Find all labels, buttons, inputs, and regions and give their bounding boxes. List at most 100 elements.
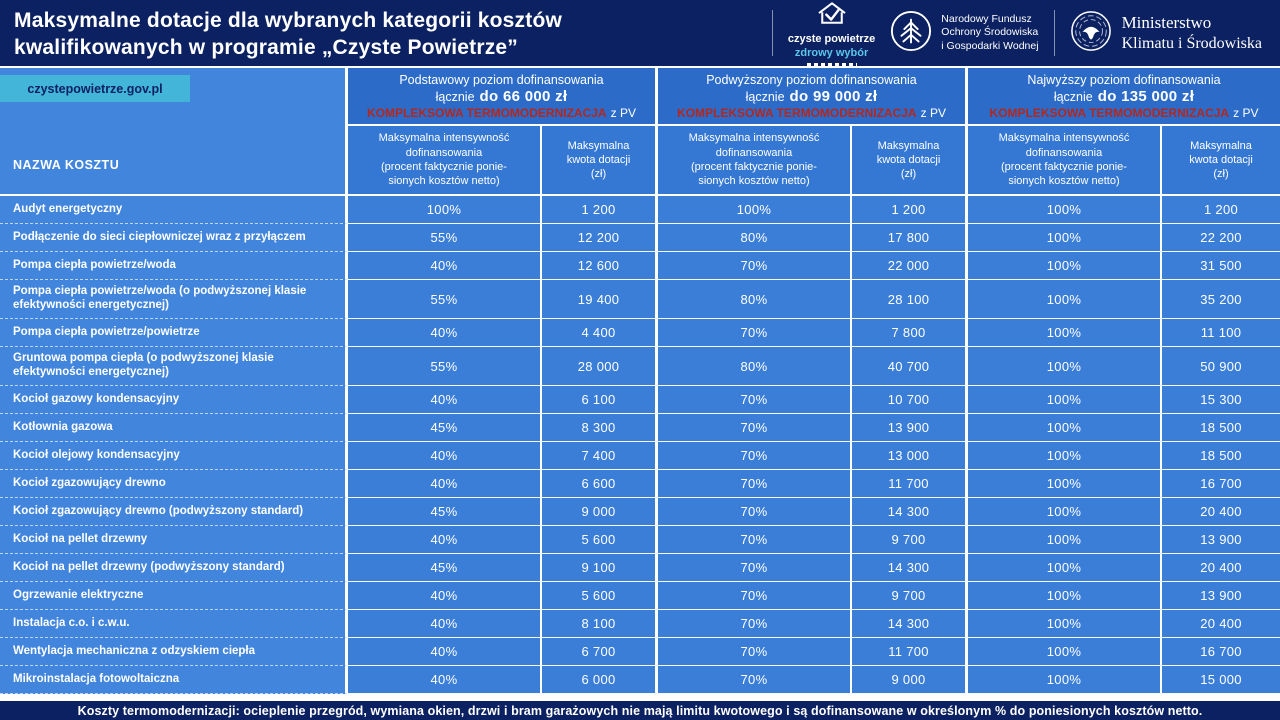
basic-intensity-value: 40% bbox=[348, 526, 542, 554]
cost-row-label: Gruntowa pompa ciepła (o podwyższonej kl… bbox=[0, 347, 348, 386]
footer-note-text: Koszty termomodernizacji: ocieplenie prz… bbox=[77, 703, 1203, 718]
tree-emblem-icon bbox=[890, 10, 932, 57]
page-title-line1: Maksymalne dotacje dla wybranych kategor… bbox=[14, 8, 563, 32]
raised-amount-value: 9 700 bbox=[852, 526, 968, 554]
highest-amount-value: 1 200 bbox=[1162, 196, 1280, 224]
raised-intensity-value: 70% bbox=[658, 638, 852, 666]
nfosigw-logo-text: Narodowy Fundusz Ochrony Środowiska i Go… bbox=[941, 13, 1038, 54]
funding-level-komplex: KOMPLEKSOWA TERMOMODERNIZACJA z PV bbox=[677, 106, 946, 120]
basic-amount-value: 4 400 bbox=[542, 319, 658, 347]
highest-amount-value: 15 300 bbox=[1162, 386, 1280, 414]
funding-level-komplex: KOMPLEKSOWA TERMOMODERNIZACJA z PV bbox=[990, 106, 1259, 120]
highest-intensity-value: 100% bbox=[968, 252, 1162, 280]
cost-row-label: Kocioł gazowy kondensacyjny bbox=[0, 386, 348, 414]
header-divider bbox=[771, 10, 773, 56]
basic-intensity-value: 45% bbox=[348, 498, 542, 526]
header-divider bbox=[1053, 10, 1055, 56]
komplex-label: KOMPLEKSOWA TERMOMODERNIZACJA bbox=[989, 105, 1230, 120]
footer-note-bar: Koszty termomodernizacji: ocieplenie prz… bbox=[0, 701, 1280, 720]
highest-amount-value: 11 100 bbox=[1162, 319, 1280, 347]
highest-amount-value: 31 500 bbox=[1162, 252, 1280, 280]
basic-intensity-value: 55% bbox=[348, 280, 542, 319]
basic-amount-value: 8 100 bbox=[542, 610, 658, 638]
basic-intensity-value: 40% bbox=[348, 610, 542, 638]
logo-dashes-decoration bbox=[806, 62, 857, 66]
highest-intensity-value: 100% bbox=[968, 666, 1162, 694]
komplex-suffix: z PV bbox=[610, 105, 636, 120]
basic-amount-value: 28 000 bbox=[542, 347, 658, 386]
basic-intensity-value: 40% bbox=[348, 442, 542, 470]
highest-amount-value: 13 900 bbox=[1162, 526, 1280, 554]
funding-level-total: łącznie do 135 000 zł bbox=[1054, 88, 1194, 105]
highest-intensity-value: 100% bbox=[968, 498, 1162, 526]
ministry-logo: Ministerstwo Klimatu i Środowiska bbox=[1070, 10, 1262, 57]
raised-amount-value: 17 800 bbox=[852, 224, 968, 252]
raised-amount-value: 14 300 bbox=[852, 498, 968, 526]
raised-amount-value: 13 000 bbox=[852, 442, 968, 470]
raised-intensity-value: 70% bbox=[658, 666, 852, 694]
basic-amount-value: 6 000 bbox=[542, 666, 658, 694]
basic-intensity-value: 100% bbox=[348, 196, 542, 224]
highest-intensity-value: 100% bbox=[968, 582, 1162, 610]
basic-amount-value: 7 400 bbox=[542, 442, 658, 470]
ministry-line1: Ministerstwo bbox=[1121, 13, 1212, 33]
nfosigw-line3: i Gospodarki Wodnej bbox=[941, 39, 1039, 52]
basic-intensity-value: 40% bbox=[348, 582, 542, 610]
raised-intensity-value: 70% bbox=[658, 610, 852, 638]
basic-amount-value: 6 700 bbox=[542, 638, 658, 666]
subheader-intensity-basic: Maksymalna intensywność dofinansowania (… bbox=[348, 126, 542, 196]
cost-row-label: Kocioł na pellet drzewny bbox=[0, 526, 348, 554]
cost-row-label: Mikroinstalacja fotowoltaiczna bbox=[0, 666, 348, 694]
highest-amount-value: 50 900 bbox=[1162, 347, 1280, 386]
raised-amount-value: 22 000 bbox=[852, 252, 968, 280]
highest-intensity-value: 100% bbox=[968, 610, 1162, 638]
raised-intensity-value: 80% bbox=[658, 347, 852, 386]
raised-amount-value: 14 300 bbox=[852, 554, 968, 582]
raised-intensity-value: 70% bbox=[658, 386, 852, 414]
highest-amount-value: 20 400 bbox=[1162, 554, 1280, 582]
basic-intensity-value: 40% bbox=[348, 319, 542, 347]
funding-level-komplex: KOMPLEKSOWA TERMOMODERNIZACJA z PV bbox=[367, 106, 636, 120]
house-check-icon bbox=[811, 0, 853, 31]
subheader-intensity-highest: Maksymalna intensywność dofinansowania (… bbox=[968, 126, 1162, 196]
cost-row-label: Instalacja c.o. i c.w.u. bbox=[0, 610, 348, 638]
header-bar: Maksymalne dotacje dla wybranych kategor… bbox=[0, 0, 1280, 66]
highest-intensity-value: 100% bbox=[968, 638, 1162, 666]
raised-amount-value: 11 700 bbox=[852, 470, 968, 498]
highest-intensity-value: 100% bbox=[968, 554, 1162, 582]
komplex-suffix: z PV bbox=[1233, 105, 1259, 120]
basic-intensity-value: 45% bbox=[348, 414, 542, 442]
basic-intensity-value: 40% bbox=[348, 666, 542, 694]
nfosigw-logo: Narodowy Fundusz Ochrony Środowiska i Go… bbox=[890, 10, 1039, 57]
basic-amount-value: 5 600 bbox=[542, 526, 658, 554]
raised-amount-value: 9 700 bbox=[852, 582, 968, 610]
highest-amount-value: 18 500 bbox=[1162, 442, 1280, 470]
highest-intensity-value: 100% bbox=[968, 442, 1162, 470]
subheader-amount-raised: Maksymalna kwota dotacji (zł) bbox=[852, 126, 968, 196]
basic-amount-value: 9 000 bbox=[542, 498, 658, 526]
highest-amount-value: 18 500 bbox=[1162, 414, 1280, 442]
page-title-line2: kwalifikowanych w programie „Czyste Powi… bbox=[14, 36, 519, 59]
raised-amount-value: 10 700 bbox=[852, 386, 968, 414]
basic-intensity-value: 40% bbox=[348, 470, 542, 498]
cost-row-label: Audyt energetyczny bbox=[0, 196, 348, 224]
raised-amount-value: 11 700 bbox=[852, 638, 968, 666]
raised-intensity-value: 70% bbox=[658, 252, 852, 280]
cost-row-label: Wentylacja mechaniczna z odzyskiem ciepł… bbox=[0, 638, 348, 666]
nfosigw-line2: Ochrony Środowiska bbox=[941, 26, 1039, 39]
highest-intensity-value: 100% bbox=[968, 224, 1162, 252]
cost-row-label: Kocioł olejowy kondensacyjny bbox=[0, 442, 348, 470]
basic-amount-value: 19 400 bbox=[542, 280, 658, 319]
raised-intensity-value: 70% bbox=[658, 498, 852, 526]
raised-intensity-value: 80% bbox=[658, 280, 852, 319]
raised-amount-value: 1 200 bbox=[852, 196, 968, 224]
cost-row-label: Pompa ciepła powietrze/woda bbox=[0, 252, 348, 280]
highest-intensity-value: 100% bbox=[968, 196, 1162, 224]
subheader-amount-basic: Maksymalna kwota dotacji (zł) bbox=[542, 126, 658, 196]
basic-amount-value: 8 300 bbox=[542, 414, 658, 442]
komplex-label: KOMPLEKSOWA TERMOMODERNIZACJA bbox=[677, 105, 917, 120]
highest-intensity-value: 100% bbox=[968, 526, 1162, 554]
raised-amount-value: 28 100 bbox=[852, 280, 968, 319]
page-title: Maksymalne dotacje dla wybranych kategor… bbox=[0, 5, 772, 62]
table-corner-cell: czystepowietrze.gov.pl NAZWA KOSZTU bbox=[0, 68, 348, 196]
